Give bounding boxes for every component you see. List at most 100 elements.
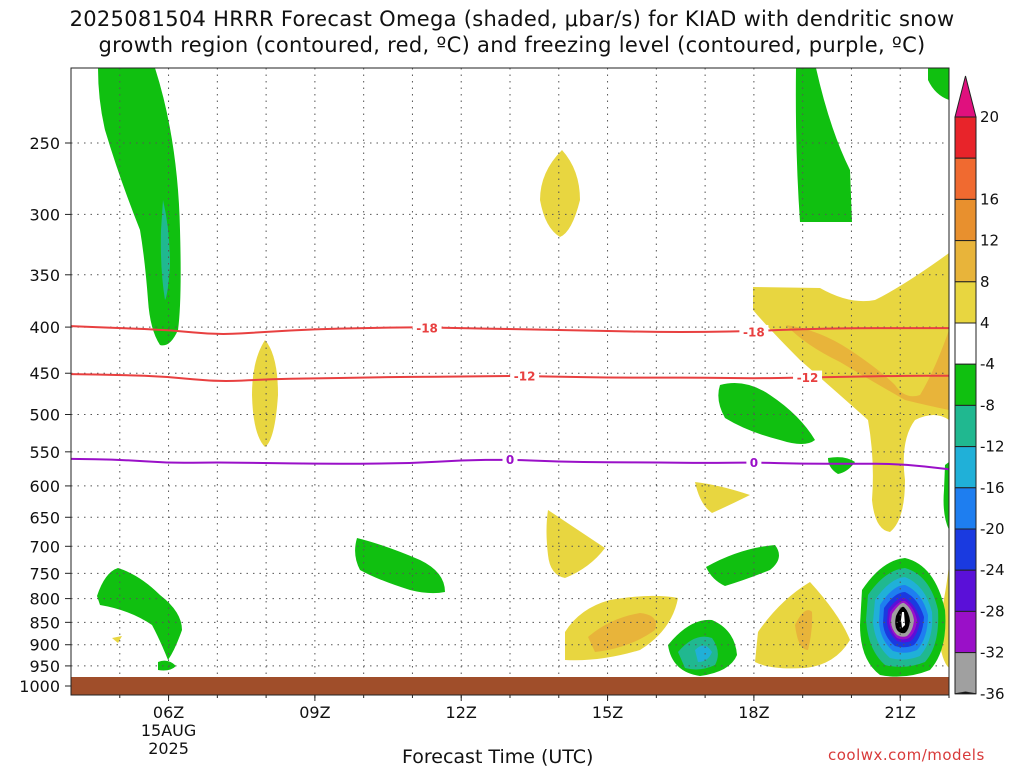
omega-region [943, 462, 949, 530]
colorbar-tick-label: -32 [980, 644, 1005, 662]
y-tick-label: 700 [29, 537, 60, 556]
dendritic-contour-line [71, 373, 949, 382]
title-line-2: growth region (contoured, red, ºC) and f… [98, 33, 926, 57]
colorbar-swatch [954, 569, 977, 612]
colorbar-tick-label: 16 [980, 190, 999, 208]
colorbar-swatch [954, 363, 977, 406]
y-axis: 250 300 350 400 450 500 550 600 650 700 750 800 850 9… [19, 134, 71, 696]
y-tick-label: 800 [29, 590, 60, 609]
y-tick-label: 900 [29, 636, 60, 655]
colorbar-tick-label: -8 [980, 396, 995, 414]
x-tick-label: 15Z [592, 703, 623, 722]
colorbar-tick-label: -24 [980, 561, 1005, 579]
y-tick-label: 400 [29, 318, 60, 337]
y-tick-label: 1000 [19, 677, 60, 696]
omega-region [546, 510, 605, 578]
freezing-contour-label: 0 [750, 456, 758, 470]
chart-title: 2025081504 HRRR Forecast Omega (shaded, … [0, 6, 1024, 58]
colorbar-swatch [954, 610, 977, 654]
colorbar-tick-label: -12 [980, 438, 1005, 456]
x-tick-sublabel: 2025 [148, 739, 189, 758]
colorbar-swatch [954, 116, 977, 159]
colorbar-tick-label: 4 [980, 314, 990, 332]
contour-label-background [502, 452, 518, 467]
colorbar-tick-label: -20 [980, 520, 1005, 538]
omega-region [158, 660, 176, 671]
omega-region [112, 636, 122, 643]
omega-region [695, 645, 712, 662]
omega-region [795, 610, 813, 650]
colorbar-swatch [954, 281, 977, 324]
y-tick-label: 550 [29, 443, 60, 462]
omega-region [706, 545, 779, 586]
y-tick-label: 950 [29, 657, 60, 676]
contour-label-background [746, 455, 762, 470]
ground-below-surface [71, 677, 949, 695]
dendritic-contour-line [71, 325, 949, 335]
y-tick-label: 450 [29, 364, 60, 383]
colorbar-swatch [954, 528, 977, 571]
y-tick-label: 600 [29, 477, 60, 496]
colorbar-bottom-arrow [954, 691, 977, 695]
omega-region [355, 538, 445, 594]
dendritic-contour-label: -12 [797, 371, 819, 385]
y-tick-label: 250 [29, 134, 60, 153]
omega-region [795, 68, 852, 222]
colorbar-swatch [954, 652, 977, 695]
colorbar-swatch [954, 157, 977, 200]
colorbar-tick-label: 20 [980, 108, 999, 126]
omega-region [828, 457, 855, 474]
colorbar: 20 16 12 8 4 -4 -8 -12 -16 -20 -24 -28 -32 -36 [954, 75, 1005, 703]
x-tick-label: 06Z [153, 703, 184, 722]
colorbar-swatch [954, 487, 977, 530]
y-tick-label: 850 [29, 613, 60, 632]
omega-region [97, 568, 182, 660]
colorbar-tick-label: 12 [980, 232, 999, 250]
omega-region [540, 150, 580, 237]
y-tick-label: 500 [29, 406, 60, 425]
x-tick-label: 18Z [738, 703, 769, 722]
grid-lines [71, 68, 950, 695]
dendritic-contour-label: -12 [514, 369, 536, 383]
dendritic-contour-label: -18 [743, 325, 765, 339]
colorbar-tick-label: -28 [980, 602, 1005, 620]
title-line-1: 2025081504 HRRR Forecast Omega (shaded, … [69, 7, 955, 31]
dendritic-contour-label: -18 [416, 322, 438, 336]
y-tick-label: 300 [29, 205, 60, 224]
x-tick-label: 12Z [446, 703, 477, 722]
x-tick-label: 21Z [885, 703, 916, 722]
omega-region [695, 482, 750, 513]
colorbar-tick-label: -4 [980, 355, 995, 373]
colorbar-swatch [954, 240, 977, 283]
contour-labels: -18 -18 -12 -12 0 0 [412, 321, 823, 470]
freezing-contour-line [71, 457, 949, 471]
y-tick-label: 650 [29, 508, 60, 527]
contour-label-background [412, 321, 442, 336]
x-tick-label: 09Z [299, 703, 330, 722]
omega-region [588, 613, 656, 652]
colorbar-top-arrow [954, 75, 977, 118]
credit-text: coolwx.com/models [828, 746, 985, 764]
colorbar-swatch [954, 198, 977, 242]
omega-region [901, 612, 905, 628]
colorbar-tick-label: 8 [980, 273, 990, 291]
x-axis-label: Forecast Time (UTC) [402, 746, 594, 768]
colorbar-swatch [954, 404, 977, 448]
contour-label-background [793, 370, 823, 385]
omega-region [98, 68, 181, 346]
colorbar-swatch [954, 322, 977, 365]
omega-region [252, 340, 278, 447]
contour-lines [71, 325, 949, 471]
omega-region [928, 68, 949, 100]
colorbar-tick-label: -16 [980, 479, 1005, 497]
freezing-contour-label: 0 [506, 453, 514, 467]
contour-label-background [510, 368, 540, 383]
omega-region [718, 382, 815, 444]
colorbar-tick-label: -36 [980, 685, 1005, 703]
x-tick-sublabel: 15AUG [141, 721, 196, 740]
omega-region [786, 325, 949, 410]
y-tick-label: 350 [29, 266, 60, 285]
y-tick-label: 750 [29, 564, 60, 583]
